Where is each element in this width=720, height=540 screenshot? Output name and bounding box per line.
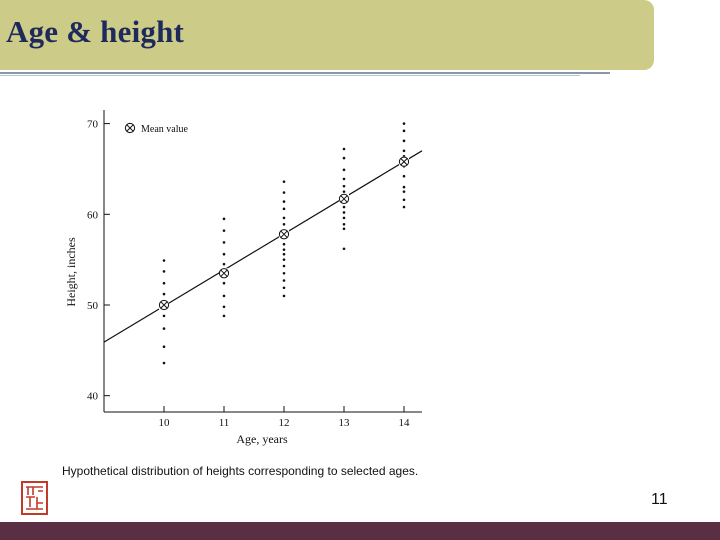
data-point xyxy=(282,207,286,211)
data-point xyxy=(342,156,346,160)
y-tick-label: 50 xyxy=(87,300,99,312)
y-tick-label: 60 xyxy=(87,209,99,221)
data-point xyxy=(342,184,346,188)
page-number: 11 xyxy=(651,491,668,508)
legend-marker xyxy=(124,122,136,134)
mean-marker-cross xyxy=(126,124,134,132)
data-point xyxy=(282,191,286,194)
data-point xyxy=(162,259,166,262)
x-tick-label: 13 xyxy=(339,417,351,429)
y-axis-label: Height, inches xyxy=(64,237,78,307)
y-tick-label: 40 xyxy=(87,391,99,403)
data-point xyxy=(342,205,346,209)
data-point xyxy=(402,139,406,143)
data-point xyxy=(342,227,346,231)
seal-logo xyxy=(21,481,48,515)
mean-marker-cross xyxy=(340,195,348,203)
x-tick-label: 14 xyxy=(399,417,411,429)
regression-line-layer xyxy=(103,150,423,343)
mean-marker-cross xyxy=(400,158,408,166)
slide-title: Age & height xyxy=(6,14,185,49)
data-point xyxy=(342,222,346,226)
data-point xyxy=(282,264,286,268)
data-point xyxy=(222,217,226,221)
data-point xyxy=(282,180,286,183)
mean-marker-ring xyxy=(338,193,350,204)
mean-point xyxy=(218,268,230,279)
data-point xyxy=(282,258,286,261)
data-point xyxy=(162,361,166,365)
data-point xyxy=(282,242,286,246)
divider-line-thin xyxy=(0,75,580,76)
data-point xyxy=(162,327,166,330)
mean-marker-ring xyxy=(124,122,136,134)
regression-line xyxy=(103,150,423,343)
x-tick-label: 10 xyxy=(159,417,171,429)
figure-caption: Hypothetical distribution of heights cor… xyxy=(62,464,419,478)
mean-marker-ring xyxy=(398,156,410,167)
data-point xyxy=(162,281,166,285)
data-point xyxy=(402,190,406,193)
data-point xyxy=(222,252,226,256)
data-point xyxy=(402,185,406,189)
data-point xyxy=(402,149,406,153)
mean-point xyxy=(338,193,350,204)
scatter-chart: 40 50 60 70 10 11 12 13 14 Mean value Age, years… xyxy=(64,110,423,446)
data-point xyxy=(342,211,346,214)
x-tick-label: 12 xyxy=(279,417,290,429)
data-point xyxy=(162,270,166,273)
data-point xyxy=(162,314,166,318)
data-point xyxy=(222,229,226,232)
data-point xyxy=(282,252,286,256)
legend-label: Mean value xyxy=(141,124,188,135)
mean-marker-ring xyxy=(278,229,290,240)
data-point xyxy=(402,205,406,209)
data-point xyxy=(222,305,226,309)
data-point xyxy=(402,198,406,202)
data-point xyxy=(282,279,286,282)
x-axis-label: Age, years xyxy=(236,432,288,446)
data-point xyxy=(342,190,346,193)
data-point xyxy=(222,314,226,318)
chart-area: 40 50 60 70 10 11 12 13 14 Mean value Age, years… xyxy=(48,95,504,459)
mean-marker-cross xyxy=(220,269,228,277)
mean-marker-cross xyxy=(280,230,288,238)
chart-legend: Mean value xyxy=(124,122,188,135)
data-point xyxy=(402,129,406,133)
data-point xyxy=(282,294,286,298)
data-point xyxy=(222,241,226,244)
y-tick-label: 70 xyxy=(87,119,99,131)
data-point xyxy=(222,262,226,266)
data-point xyxy=(282,222,286,226)
divider-line xyxy=(0,72,610,74)
mean-point xyxy=(398,156,410,167)
mean-point xyxy=(158,299,170,311)
data-point xyxy=(282,200,286,203)
data-point xyxy=(342,247,346,251)
data-point xyxy=(402,174,406,178)
data-point xyxy=(282,248,286,251)
data-point xyxy=(282,271,286,275)
mean-marker-ring xyxy=(218,268,230,279)
data-point xyxy=(282,286,286,290)
title-bar: Age & height xyxy=(0,0,654,70)
data-point xyxy=(162,292,166,296)
data-point xyxy=(342,168,346,172)
data-point xyxy=(342,177,346,181)
mean-marker-ring xyxy=(158,299,170,311)
data-point xyxy=(222,294,226,298)
data-point xyxy=(222,281,226,285)
data-point xyxy=(342,147,346,151)
chart-axes: 40 50 60 70 10 11 12 13 14 xyxy=(87,110,422,429)
mean-markers xyxy=(158,156,410,311)
data-point xyxy=(402,122,406,125)
mean-point xyxy=(278,229,290,240)
mean-marker-cross xyxy=(160,301,168,309)
data-point xyxy=(162,345,166,349)
x-tick-label: 11 xyxy=(219,417,230,429)
data-point xyxy=(342,216,346,220)
data-point xyxy=(282,216,286,220)
data-points xyxy=(162,122,406,365)
bottom-bar xyxy=(0,522,720,540)
